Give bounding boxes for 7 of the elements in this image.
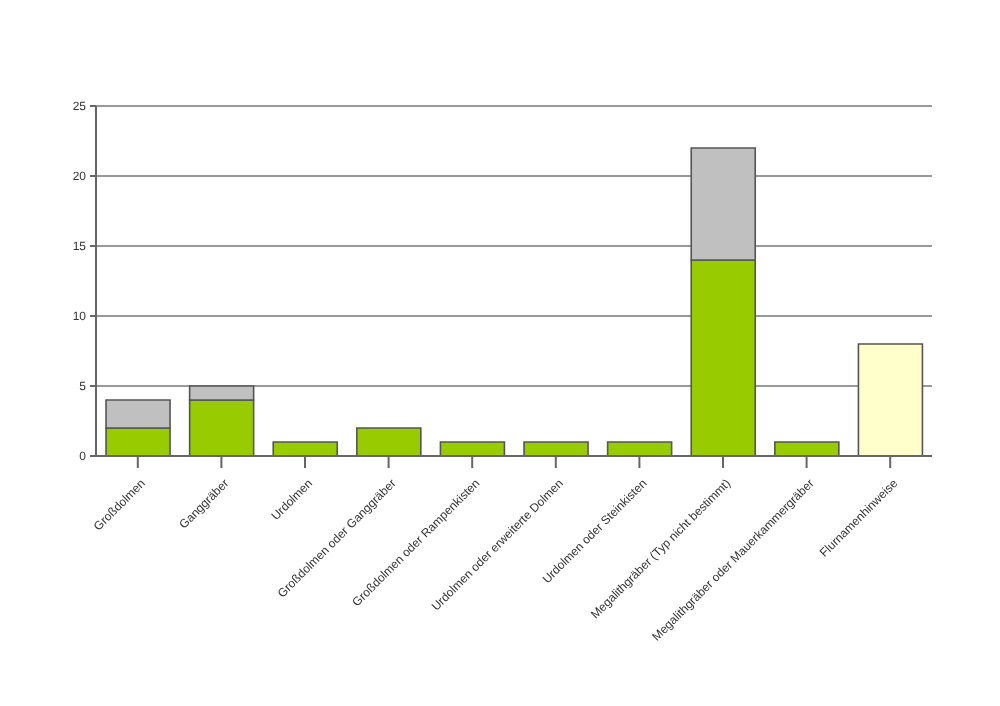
bar [606,441,673,456]
bar [272,441,339,456]
bar [774,441,840,456]
bar [523,441,589,456]
bar [857,343,924,456]
bar [439,441,506,456]
bar [356,427,422,456]
